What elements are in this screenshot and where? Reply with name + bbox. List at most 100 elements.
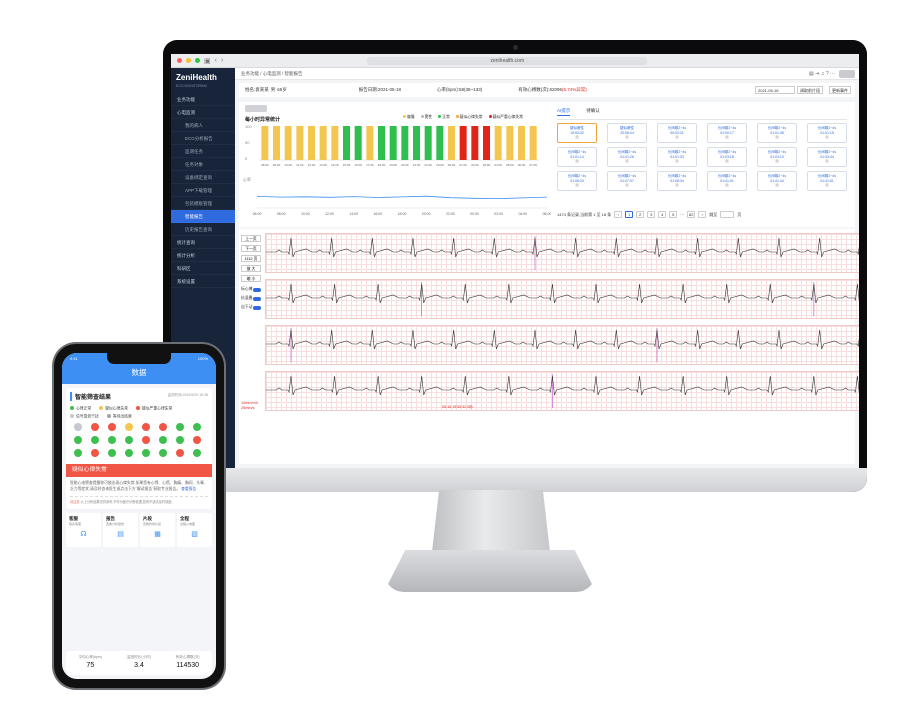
event-card[interactable]: 长间歇2~4s 01:06:33 ▥	[557, 171, 597, 191]
zoom-out-button[interactable]: 缩 小	[241, 275, 261, 282]
result-face-icon[interactable]	[121, 423, 137, 432]
tab-pending[interactable]: 待确认	[586, 108, 600, 113]
page-input[interactable]: 1112 页	[241, 255, 261, 262]
tile-report[interactable]: 报告 查看分析报告 ▤	[103, 512, 138, 547]
sidebar-item-app[interactable]: APP下载管理	[171, 184, 235, 197]
toggle-antialias[interactable]: 抗混叠	[241, 296, 262, 301]
event-card[interactable]: 长间歇2~4s 01:00:17 ▥	[707, 123, 747, 143]
result-face-icon[interactable]	[189, 436, 205, 445]
zoom-in-button[interactable]: 放 大	[241, 265, 261, 272]
close-dot-icon[interactable]	[177, 58, 182, 63]
sidebar-item-patients[interactable]: 我的病人	[171, 119, 235, 132]
page-button[interactable]: 82	[687, 211, 696, 218]
page-button[interactable]: 5	[669, 211, 678, 218]
event-card[interactable]: 长间歇2~4s 01:01:08 ▥	[757, 123, 797, 143]
bell-icon[interactable]: ♫	[820, 71, 825, 77]
result-face-icon[interactable]	[172, 436, 188, 445]
result-face-icon[interactable]	[138, 436, 154, 445]
fetch-segment-button[interactable]: 调取前片段	[797, 86, 823, 94]
page-button[interactable]: 1	[625, 211, 634, 218]
ecg-strip-3[interactable]	[265, 325, 859, 365]
sidebar-item-device[interactable]: 设备绑定查询	[171, 171, 235, 184]
view-report-link[interactable]: 查看报告	[181, 486, 197, 491]
prev-page-button[interactable]: 上一页	[241, 235, 261, 242]
page-button[interactable]: 2	[636, 211, 645, 218]
share-icon[interactable]: ⇥	[815, 71, 820, 77]
page-button[interactable]: 3	[647, 211, 656, 218]
result-face-icon[interactable]	[87, 423, 103, 432]
event-card[interactable]: 长间歇2~4s 01:01:26 ▥	[607, 147, 647, 167]
event-card[interactable]: 长间歇2~4s 01:08:34 ▥	[657, 171, 697, 191]
url-bar[interactable]: zenihealth.com	[367, 56, 648, 65]
result-face-icon[interactable]	[155, 423, 171, 432]
event-card[interactable]: 长间歇2~4s 01:03:44 ▥	[807, 147, 847, 167]
back-icon[interactable]: ‹	[214, 57, 217, 64]
result-face-icon[interactable]	[155, 436, 171, 445]
result-face-icon[interactable]	[104, 449, 120, 458]
ecg-strip-2[interactable]	[265, 279, 859, 319]
more-icon[interactable]: ···	[830, 71, 835, 77]
result-face-icon[interactable]	[70, 449, 86, 458]
ecg-strip-4[interactable]: 05-16 19:53:32.0标	[265, 371, 859, 411]
update-events-button[interactable]: 更新事件	[829, 86, 851, 94]
sidebar-toggle-icon[interactable]: ▣	[204, 57, 211, 65]
sidebar-item-business[interactable]: 业务功能	[171, 93, 235, 106]
sidebar-item-reports[interactable]: ECG分析报告	[171, 132, 235, 145]
event-card[interactable]: 长间歇2~4s 01:01:14 ▥	[557, 147, 597, 167]
forward-icon[interactable]: ›	[220, 57, 224, 64]
toggle-auto[interactable]: 自下动	[241, 305, 262, 310]
result-face-icon[interactable]	[189, 423, 205, 432]
tile-full[interactable]: 全程 全程心电图 ▧	[177, 512, 212, 547]
sidebar-item-settings[interactable]: 系统设置	[171, 275, 235, 288]
result-face-icon[interactable]	[104, 423, 120, 432]
sidebar-item-stats-query[interactable]: 统计查询	[171, 236, 235, 249]
event-card[interactable]: 长间歇2~4s 01:41:01 ▥	[707, 171, 747, 191]
next-page-icon[interactable]: ›	[698, 211, 707, 218]
sidebar-item-tasks[interactable]: 监测任务	[171, 145, 235, 158]
event-card[interactable]: 长间歇2~4s 01:41:44 ▥	[757, 171, 797, 191]
result-face-icon[interactable]	[155, 449, 171, 458]
result-face-icon[interactable]	[172, 449, 188, 458]
tile-service[interactable]: 客服 联系客服 ☊	[66, 512, 101, 547]
sidebar-item-history[interactable]: 历史报告查询	[171, 223, 235, 236]
event-card[interactable]: 疑似窦性 20:58:04 ▥	[607, 123, 647, 143]
result-face-icon[interactable]	[70, 423, 86, 432]
sidebar-item-task-objects[interactable]: 任务对象	[171, 158, 235, 171]
next-page-button[interactable]: 下一页	[241, 245, 261, 252]
page-button[interactable]: 4	[658, 211, 667, 218]
result-face-icon[interactable]	[87, 449, 103, 458]
prev-page-icon[interactable]: ‹	[614, 211, 623, 218]
goto-input[interactable]	[720, 211, 735, 218]
event-card[interactable]: 疑似窦性 19:53:32 ▥	[557, 123, 597, 143]
toggle-mark-beats[interactable]: 标心搏	[241, 287, 262, 292]
event-card[interactable]: 长间歇2~4s 01:03:18 ▥	[707, 147, 747, 167]
user-avatar[interactable]	[839, 70, 855, 78]
sidebar-item-stats-analysis[interactable]: 统计分析	[171, 249, 235, 262]
event-card[interactable]: 长间歇2~4s 00:00:31 ▥	[657, 123, 697, 143]
tab-ai[interactable]: AI提示	[557, 108, 571, 116]
event-card[interactable]: 长间歇2~4s 01:03:10 ▥	[757, 147, 797, 167]
question-icon[interactable]: ?	[825, 71, 829, 77]
minimize-dot-icon[interactable]	[186, 58, 191, 63]
event-card[interactable]: 长间歇2~4s 01:07:07 ▥	[607, 171, 647, 191]
result-face-icon[interactable]	[70, 436, 86, 445]
event-card[interactable]: 长间歇2~4s 01:01:15 ▥	[807, 123, 847, 143]
result-face-icon[interactable]	[138, 423, 154, 432]
event-card[interactable]: 长间歇2~4s 01:41:51 ▥	[807, 171, 847, 191]
tile-segment[interactable]: 片段 查看异常片段 ▦	[140, 512, 175, 547]
sidebar-item-template[interactable]: 包装模板管理	[171, 197, 235, 210]
event-card[interactable]: 长间歇2~4s 01:01:33 ▥	[657, 147, 697, 167]
result-face-icon[interactable]	[121, 436, 137, 445]
sidebar-item-research[interactable]: 科研区	[171, 262, 235, 275]
sidebar-item-ecg[interactable]: 心电监测	[171, 106, 235, 119]
ecg-strip-1[interactable]	[265, 233, 859, 273]
maximize-dot-icon[interactable]	[195, 58, 200, 63]
date-picker[interactable]: 2021-05-16	[755, 86, 795, 94]
calendar-icon[interactable]: ▤	[808, 71, 814, 77]
result-face-icon[interactable]	[172, 423, 188, 432]
result-face-icon[interactable]	[189, 449, 205, 458]
result-face-icon[interactable]	[104, 436, 120, 445]
result-face-icon[interactable]	[87, 436, 103, 445]
result-face-icon[interactable]	[121, 449, 137, 458]
result-face-icon[interactable]	[138, 449, 154, 458]
